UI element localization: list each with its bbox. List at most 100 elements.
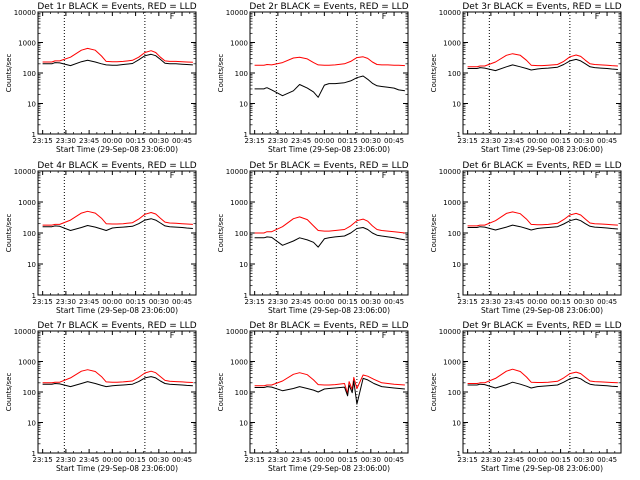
x-tick-label: 23:45 <box>504 137 524 145</box>
y-tick-label: 10000 <box>14 9 36 17</box>
x-tick-label: 00:15 <box>125 298 145 306</box>
x-tick-label: 00:15 <box>337 298 357 306</box>
x-tick-label: 00:45 <box>384 298 404 306</box>
x-tick-label: 00:00 <box>102 137 122 145</box>
x-tick-label: 23:45 <box>291 456 311 464</box>
x-tick-label: 23:15 <box>458 137 478 145</box>
x-axis-label: Start Time (29-Sep-08 23:06:00) <box>481 306 603 315</box>
y-tick-label: 1 <box>32 292 36 300</box>
flag-marker: F <box>170 171 175 180</box>
y-tick-label: 1000 <box>230 40 248 48</box>
y-tick-label: 100 <box>448 230 461 238</box>
x-tick-label: 23:30 <box>481 456 501 464</box>
flag-marker: F <box>170 331 175 340</box>
y-axis-label: Counts/sec <box>5 54 13 93</box>
x-tick-label: 00:00 <box>527 298 547 306</box>
x-tick-label: 23:45 <box>504 298 524 306</box>
plot-frame <box>37 170 197 296</box>
series-line-lld <box>254 372 405 394</box>
series-line-events <box>467 376 618 389</box>
y-tick-label: 100 <box>235 70 248 78</box>
y-axis-label: Counts/sec <box>217 214 225 253</box>
x-tick-label: 23:30 <box>268 298 288 306</box>
y-tick-label: 10000 <box>14 328 36 336</box>
series-line-events <box>467 218 618 231</box>
plot-frame <box>462 170 622 296</box>
plot-frame <box>462 11 622 135</box>
y-axis-label: Counts/sec <box>217 373 225 412</box>
y-tick-label: 1 <box>32 131 36 139</box>
x-tick-label: 00:15 <box>337 456 357 464</box>
y-tick-label: 1 <box>457 292 461 300</box>
panel-title: Det 8r BLACK = Events, RED = LLD <box>249 321 408 331</box>
x-tick-label: 23:30 <box>481 298 501 306</box>
series-line-lld <box>467 368 618 384</box>
x-tick-label: 00:30 <box>149 298 169 306</box>
y-tick-label: 100 <box>235 389 248 397</box>
x-tick-label: 00:45 <box>597 456 617 464</box>
x-tick-label: 00:30 <box>361 298 381 306</box>
x-tick-label: 00:00 <box>527 456 547 464</box>
x-axis-label: Start Time (29-Sep-08 23:06:00) <box>481 464 603 473</box>
y-tick-label: 10000 <box>439 168 461 176</box>
y-axis-label: Counts/sec <box>217 54 225 93</box>
y-tick-label: 1 <box>244 131 248 139</box>
series-line-lld <box>467 53 618 68</box>
series-line-events <box>467 58 618 72</box>
y-tick-label: 100 <box>23 70 36 78</box>
series-line-lld <box>254 216 405 234</box>
y-tick-label: 10000 <box>439 9 461 17</box>
x-axis-label: Start Time (29-Sep-08 23:06:00) <box>268 306 390 315</box>
y-axis-label: Counts/sec <box>5 214 13 253</box>
y-tick-label: 10 <box>239 261 248 269</box>
series-line-events <box>42 218 193 231</box>
flag-marker: F <box>382 171 387 180</box>
x-tick-label: 23:15 <box>245 456 265 464</box>
x-tick-label: 00:45 <box>597 298 617 306</box>
y-tick-label: 10 <box>27 101 36 109</box>
y-axis-label: Counts/sec <box>430 54 438 93</box>
x-tick-label: 00:30 <box>149 137 169 145</box>
series-line-events <box>254 377 405 405</box>
y-axis-label: Counts/sec <box>5 373 13 412</box>
y-tick-label: 1 <box>244 292 248 300</box>
x-tick-label: 23:15 <box>33 298 53 306</box>
panel-title: Det 5r BLACK = Events, RED = LLD <box>249 161 408 171</box>
y-tick-label: 100 <box>448 70 461 78</box>
y-tick-label: 10 <box>452 420 461 428</box>
x-tick-label: 00:00 <box>102 298 122 306</box>
plot-frame <box>462 330 622 454</box>
y-tick-label: 1000 <box>443 40 461 48</box>
x-tick-label: 23:45 <box>79 456 99 464</box>
plot-frame <box>249 11 409 135</box>
panel-title: Det 6r BLACK = Events, RED = LLD <box>462 161 621 171</box>
x-tick-label: 00:00 <box>314 137 334 145</box>
y-tick-label: 10 <box>239 101 248 109</box>
y-tick-label: 1000 <box>230 199 248 207</box>
x-tick-label: 23:30 <box>56 298 76 306</box>
panel-title: Det 7r BLACK = Events, RED = LLD <box>37 321 196 331</box>
y-axis-label: Counts/sec <box>430 214 438 253</box>
x-tick-label: 00:00 <box>102 456 122 464</box>
series-line-events <box>42 53 193 67</box>
y-tick-label: 1 <box>244 450 248 458</box>
series-line-events <box>254 227 405 248</box>
x-tick-label: 00:45 <box>384 456 404 464</box>
y-tick-label: 1 <box>457 450 461 458</box>
panel-title: Det 4r BLACK = Events, RED = LLD <box>37 161 196 171</box>
x-tick-label: 00:00 <box>527 137 547 145</box>
flag-marker: F <box>382 12 387 21</box>
x-tick-label: 00:30 <box>574 137 594 145</box>
y-tick-label: 10000 <box>226 328 248 336</box>
y-tick-label: 1000 <box>443 199 461 207</box>
y-tick-label: 100 <box>23 230 36 238</box>
x-tick-label: 00:15 <box>550 137 570 145</box>
y-tick-label: 10000 <box>226 168 248 176</box>
x-tick-label: 00:15 <box>125 137 145 145</box>
